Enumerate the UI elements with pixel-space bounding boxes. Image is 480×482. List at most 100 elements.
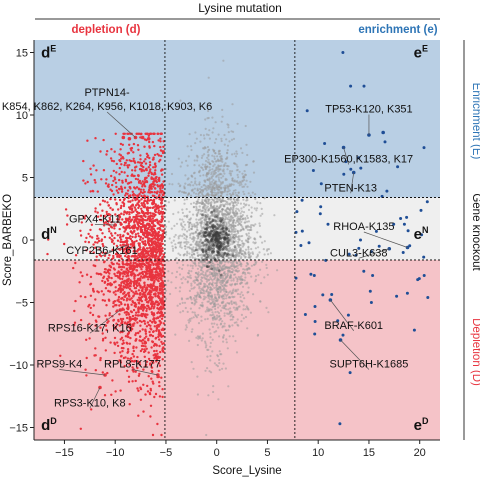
- neutral-point: [197, 244, 201, 247]
- depletion-point: [119, 148, 122, 151]
- neutral-point: [221, 224, 224, 228]
- neutral-point: [201, 332, 204, 335]
- neutral-point: [185, 198, 189, 201]
- depletion-point: [87, 241, 91, 244]
- neutral-point: [235, 180, 238, 183]
- depletion-point: [122, 198, 126, 202]
- neutral-point: [216, 197, 219, 200]
- neutral-point: [216, 186, 219, 189]
- neutral-point: [173, 235, 176, 238]
- neutral-point: [197, 271, 200, 274]
- neutral-point: [217, 303, 220, 306]
- depletion-point: [139, 248, 142, 251]
- depletion-point: [140, 271, 143, 275]
- neutral-point: [199, 229, 203, 232]
- neutral-point: [234, 254, 237, 257]
- depletion-point: [130, 149, 133, 152]
- depletion-point: [127, 335, 130, 339]
- neutral-point: [231, 251, 235, 255]
- depletion-point: [138, 244, 141, 247]
- neutral-point: [189, 276, 192, 280]
- depletion-point: [144, 298, 147, 302]
- depletion-point: [131, 190, 134, 193]
- neutral-point: [222, 241, 225, 244]
- depletion-point: [117, 208, 120, 211]
- neutral-point: [224, 329, 227, 332]
- neutral-point: [211, 311, 214, 314]
- neutral-point: [217, 192, 220, 195]
- neutral-point: [213, 155, 216, 158]
- neutral-point: [193, 223, 196, 226]
- neutral-point: [204, 346, 207, 349]
- neutral-point: [233, 214, 236, 217]
- depletion-point: [152, 166, 155, 169]
- neutral-point: [213, 240, 217, 243]
- neutral-point: [199, 133, 202, 137]
- neutral-point: [200, 249, 204, 252]
- neutral-point: [184, 182, 187, 185]
- depletion-point: [151, 296, 154, 299]
- depletion-point: [152, 228, 156, 231]
- depletion-point: [106, 150, 109, 153]
- neutral-point: [243, 279, 246, 282]
- depletion-point: [138, 221, 141, 225]
- neutral-point: [229, 315, 232, 318]
- depletion-point: [157, 233, 160, 236]
- neutral-point: [226, 193, 229, 196]
- depletion-point: [108, 290, 112, 293]
- neutral-point: [230, 292, 233, 295]
- neutral-point: [241, 245, 244, 248]
- depletion-point: [128, 211, 131, 214]
- depletion-point: [134, 303, 138, 306]
- neutral-point: [234, 301, 237, 304]
- neutral-point: [234, 276, 237, 279]
- neutral-point: [199, 337, 202, 340]
- neutral-point: [180, 222, 183, 225]
- depletion-point: [148, 146, 151, 149]
- neutral-point: [229, 256, 233, 259]
- neutral-point: [210, 239, 213, 243]
- neutral-point: [246, 262, 249, 265]
- neutral-point: [216, 280, 219, 283]
- neutral-point: [238, 170, 241, 173]
- depletion-point: [115, 185, 118, 189]
- neutral-point: [263, 240, 266, 243]
- neutral-point: [192, 184, 195, 187]
- neutral-point: [235, 321, 238, 324]
- neutral-point: [179, 99, 182, 102]
- neutral-point: [177, 241, 180, 245]
- depletion-point: [133, 268, 136, 271]
- neutral-point: [227, 261, 230, 264]
- neutral-point: [207, 158, 210, 161]
- depletion-point: [84, 240, 87, 243]
- neutral-point: [221, 108, 224, 111]
- depletion-point: [133, 174, 136, 178]
- depletion-point: [88, 337, 91, 340]
- depletion-point: [161, 212, 164, 215]
- neutral-point: [184, 174, 187, 177]
- depletion-point: [150, 171, 153, 174]
- depletion-point: [136, 331, 140, 335]
- neutral-point: [217, 251, 220, 254]
- neutral-point: [196, 251, 199, 254]
- depletion-point: [144, 212, 147, 215]
- neutral-point: [189, 296, 192, 299]
- neutral-point: [240, 256, 243, 259]
- neutral-point: [248, 256, 251, 259]
- neutral-point: [205, 290, 208, 293]
- neutral-point: [214, 169, 217, 172]
- neutral-point: [234, 290, 237, 293]
- neutral-point: [223, 267, 226, 270]
- neutral-point: [228, 335, 231, 338]
- neutral-point: [230, 236, 233, 240]
- depletion-point: [131, 314, 135, 318]
- neutral-point: [216, 208, 219, 211]
- neutral-point: [222, 175, 225, 178]
- depletion-point: [121, 240, 124, 244]
- neutral-point: [215, 183, 218, 186]
- depletion-point: [122, 275, 125, 278]
- neutral-point: [243, 268, 246, 271]
- neutral-point: [208, 328, 211, 331]
- neutral-point: [192, 253, 196, 256]
- neutral-point: [208, 166, 211, 169]
